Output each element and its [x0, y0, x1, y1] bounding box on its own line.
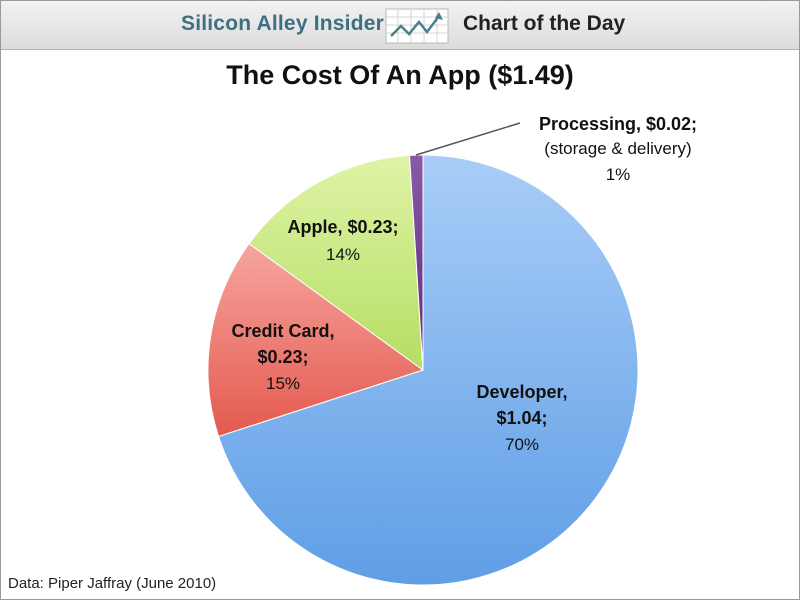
section-name: Chart of the Day	[463, 12, 626, 35]
label-developer-name: Developer,	[476, 382, 567, 402]
chart-title: The Cost Of An App ($1.49)	[226, 60, 574, 90]
data-source-note: Data: Piper Jaffray (June 2010)	[8, 575, 217, 592]
header-bar: Silicon Alley Insider Chart of the Day	[1, 1, 799, 50]
slice-credit-card	[207, 242, 425, 438]
brand-name: Silicon Alley Insider	[181, 12, 384, 35]
label-processing-percent: 1%	[606, 165, 631, 184]
slice-developer	[217, 154, 639, 586]
label-apple-name: Apple, $0.23;	[287, 217, 398, 237]
label-developer-percent: 70%	[505, 435, 539, 454]
label-creditcard-name: Credit Card,	[231, 321, 334, 341]
label-developer-amount: $1.04;	[496, 408, 547, 428]
label-creditcard-amount: $0.23;	[257, 347, 308, 367]
label-creditcard-percent: 15%	[266, 374, 300, 393]
processing-leader-line	[415, 122, 521, 156]
slice-apple	[248, 154, 424, 372]
label-apple-percent: 14%	[326, 245, 360, 264]
label-processing-note: (storage & delivery)	[544, 139, 691, 158]
trend-chart-icon	[385, 8, 449, 44]
label-processing-name: Processing, $0.02;	[539, 114, 697, 134]
